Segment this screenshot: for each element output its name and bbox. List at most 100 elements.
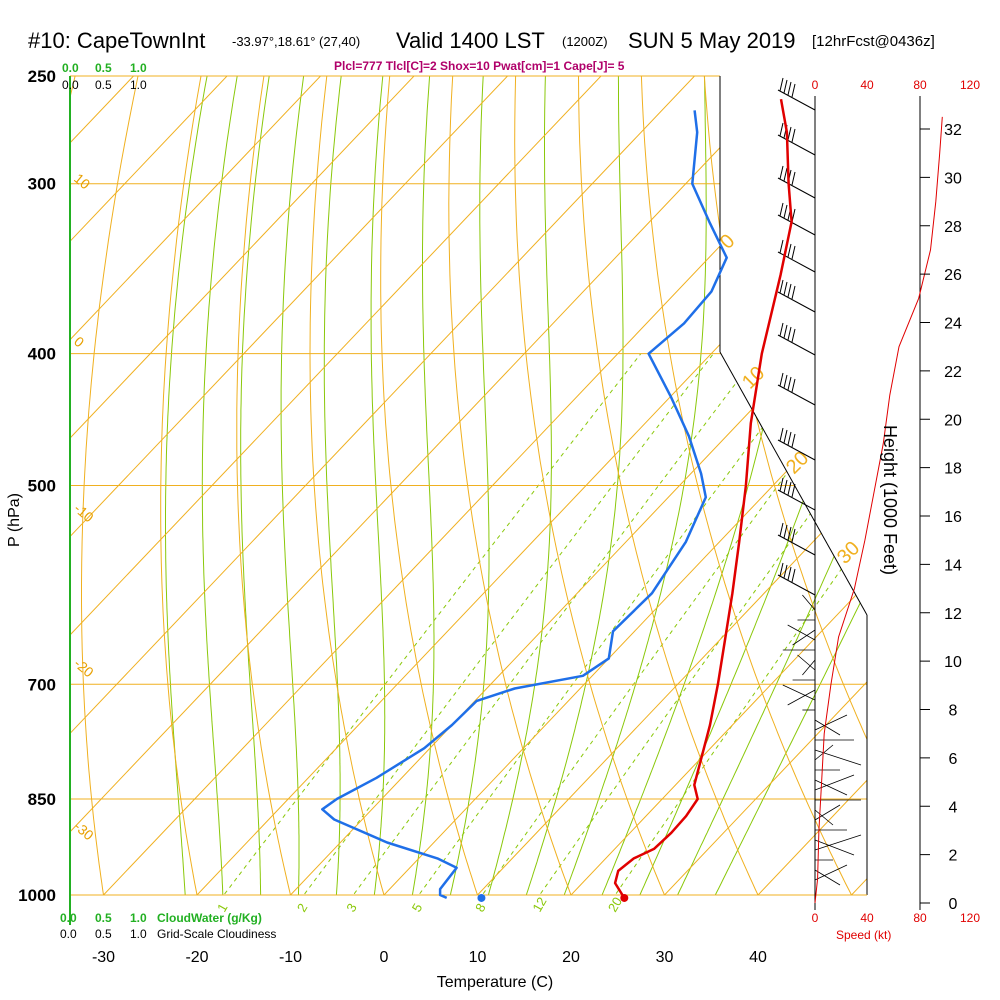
cloudiness-bottom-1: 0.5 bbox=[95, 927, 112, 941]
moist-adiabat-line bbox=[370, 76, 386, 895]
wind-barbs bbox=[777, 77, 862, 886]
isotherm-label: 10 bbox=[738, 362, 769, 393]
cloudwater-top-1: 0.5 bbox=[95, 61, 112, 75]
moist-adiabat-line bbox=[447, 76, 490, 895]
wind-barb-flag bbox=[787, 526, 792, 541]
height-tick-label: 12 bbox=[944, 606, 962, 623]
y-axis-label: P (hPa) bbox=[6, 493, 23, 547]
cloudwater-bottom-1: 0.5 bbox=[95, 911, 112, 925]
wind-barb-flag bbox=[779, 477, 784, 492]
wind-barb-flag bbox=[783, 374, 788, 389]
wind-barb-flag bbox=[779, 165, 784, 180]
wind-barb-flag bbox=[791, 128, 796, 143]
speed-top-tick-2: 80 bbox=[913, 78, 927, 92]
wind-barb-flag bbox=[783, 281, 788, 296]
height-tick-label: 18 bbox=[944, 461, 962, 478]
cloudiness-top-0: 0.0 bbox=[62, 78, 79, 92]
speed-top-tick-0: 0 bbox=[812, 78, 819, 92]
pressure-tick-label: 300 bbox=[28, 175, 56, 194]
height-tick-label: 2 bbox=[949, 848, 958, 865]
valid-date: SUN 5 May 2019 bbox=[628, 28, 796, 53]
mixing-ratio-label: 8 bbox=[472, 901, 489, 915]
wind-barb bbox=[777, 134, 816, 156]
wind-barb-flag bbox=[787, 481, 792, 496]
wind-barb-flag bbox=[787, 566, 792, 581]
dry-adiabat-line bbox=[826, 76, 867, 895]
moist-adiabat-line bbox=[323, 76, 345, 895]
wind-barb bbox=[777, 291, 816, 313]
height-tick-label: 24 bbox=[944, 316, 962, 333]
isotherm-line bbox=[375, 76, 867, 895]
dry-adiabat-line bbox=[0, 52, 19, 907]
wind-barb bbox=[814, 834, 862, 851]
wind-barb-flag bbox=[791, 245, 796, 260]
speed-label: Speed (kt) bbox=[836, 928, 891, 942]
mixing-ratio-label: 2 bbox=[294, 901, 311, 915]
dry-adiabat-line bbox=[640, 76, 858, 895]
mixing-ratio-label: 5 bbox=[409, 901, 426, 915]
x-axis-ticks: -30 -20 -10 0 10 20 30 40 bbox=[92, 949, 767, 966]
wind-barb-flag bbox=[783, 564, 788, 579]
dewpoint-profile bbox=[321, 110, 728, 900]
surface-temperature-marker bbox=[620, 893, 629, 902]
height-tick-label: 16 bbox=[944, 509, 962, 526]
adiabat-label: -10 bbox=[71, 500, 97, 525]
mixing-ratio-label: 12 bbox=[529, 894, 549, 914]
valid-time: Valid 1400 LST bbox=[396, 28, 545, 53]
wind-barb bbox=[777, 214, 816, 236]
wind-barb bbox=[814, 749, 862, 766]
wind-speed-line bbox=[814, 116, 943, 904]
wind-barb-flag bbox=[791, 83, 796, 98]
dry-adiabat-line bbox=[448, 76, 576, 895]
speed-bottom-tick-0: 0 bbox=[812, 911, 819, 925]
surface-dewpoint-marker bbox=[477, 893, 486, 902]
wind-barb-flag bbox=[791, 378, 796, 393]
moist-adiabat-line bbox=[409, 76, 435, 895]
wind-barb-flag bbox=[779, 279, 784, 294]
cloudiness-top-1: 0.5 bbox=[95, 78, 112, 92]
wind-barb bbox=[802, 594, 816, 611]
isotherm-line bbox=[70, 76, 531, 895]
cloudwater-bottom-2: 1.0 bbox=[130, 911, 147, 925]
dry-adiabat-line bbox=[160, 76, 206, 895]
cloudiness-bottom-0: 0.0 bbox=[60, 927, 77, 941]
wind-barb-flag bbox=[791, 171, 796, 186]
wind-barb bbox=[792, 629, 816, 646]
isotherm-line bbox=[281, 76, 867, 895]
height-tick-label: 32 bbox=[944, 122, 962, 139]
moist-adiabat-line bbox=[484, 76, 552, 895]
isotherm-line bbox=[655, 76, 867, 895]
wind-barb bbox=[777, 177, 816, 199]
isotherm-line bbox=[468, 76, 867, 895]
isotherm-line bbox=[70, 76, 344, 895]
isobars bbox=[70, 75, 867, 896]
moist-adiabat-line bbox=[165, 76, 213, 895]
cloudiness-top-2: 1.0 bbox=[130, 78, 147, 92]
wind-barb bbox=[814, 839, 855, 856]
isotherm-line bbox=[70, 76, 718, 895]
wind-barb bbox=[814, 809, 834, 826]
moist-adiabat-line bbox=[559, 76, 707, 895]
dry-adiabat-line bbox=[514, 76, 670, 895]
height-tick-label: 22 bbox=[944, 364, 962, 381]
isotherm-line bbox=[70, 76, 251, 895]
x-tick-label: -30 bbox=[92, 949, 115, 966]
wind-barb-flag bbox=[783, 324, 788, 339]
speed-top-tick-1: 40 bbox=[860, 78, 874, 92]
wind-barb-flag bbox=[787, 326, 792, 341]
moist-adiabat-line bbox=[671, 76, 867, 895]
speed-bottom-tick-2: 80 bbox=[913, 911, 927, 925]
wind-barb-flag bbox=[779, 77, 784, 92]
cloudwater-label: CloudWater (g/Kg) bbox=[157, 911, 262, 925]
isotherm-line bbox=[70, 76, 625, 895]
wind-barb-flag bbox=[787, 376, 792, 391]
cloud-scales: 0.0 0.5 1.0 0.0 0.5 1.0 0.0 0.5 1.0 Clou… bbox=[60, 61, 276, 941]
wind-barb bbox=[777, 534, 816, 556]
wind-barb-flag bbox=[783, 429, 788, 444]
isotherm-line bbox=[70, 76, 438, 895]
plot-frame bbox=[69, 75, 868, 925]
moist-adiabat-line bbox=[709, 76, 867, 895]
